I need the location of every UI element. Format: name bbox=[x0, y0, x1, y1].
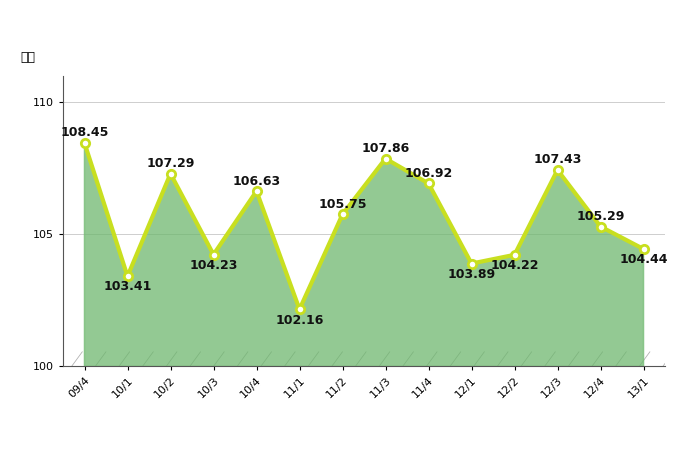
Text: 103.89: 103.89 bbox=[447, 267, 496, 281]
Text: 108.45: 108.45 bbox=[60, 126, 108, 139]
Text: 102.16: 102.16 bbox=[275, 314, 323, 327]
Text: 104.22: 104.22 bbox=[490, 259, 539, 272]
Text: 107.43: 107.43 bbox=[533, 153, 582, 166]
Text: 107.29: 107.29 bbox=[146, 157, 195, 170]
Text: 四半期ごとのビジネス傾向指数の推移: 四半期ごとのビジネス傾向指数の推移 bbox=[223, 19, 477, 43]
Polygon shape bbox=[85, 143, 643, 366]
Text: 103.41: 103.41 bbox=[104, 280, 152, 293]
Text: 指数: 指数 bbox=[21, 51, 36, 64]
Text: 107.86: 107.86 bbox=[361, 142, 409, 155]
Text: 106.92: 106.92 bbox=[405, 167, 453, 180]
Text: 104.44: 104.44 bbox=[620, 253, 668, 266]
Text: 105.75: 105.75 bbox=[318, 198, 367, 211]
Text: 104.23: 104.23 bbox=[189, 259, 238, 272]
Text: 105.29: 105.29 bbox=[576, 210, 624, 223]
Polygon shape bbox=[85, 143, 643, 366]
Text: 106.63: 106.63 bbox=[232, 174, 281, 188]
